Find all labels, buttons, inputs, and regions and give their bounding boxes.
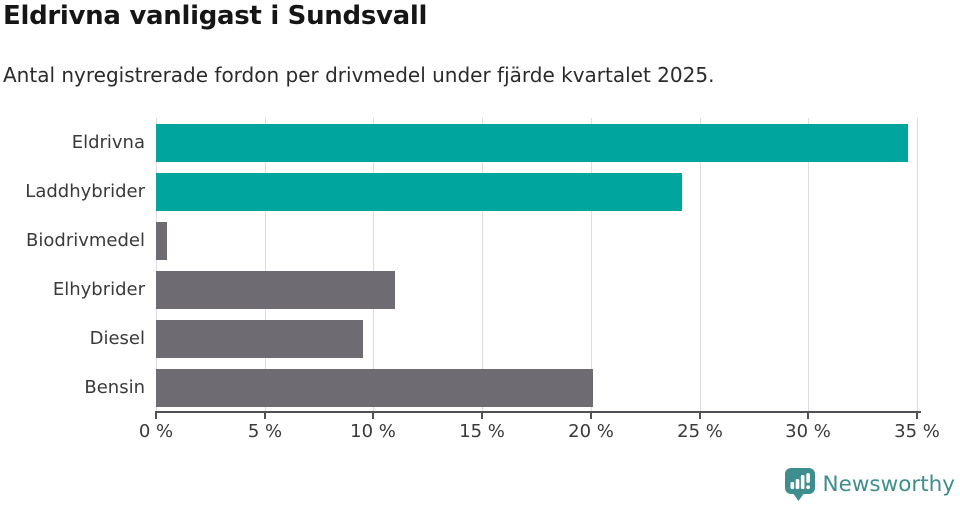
x-tick-label: 35 % <box>894 421 940 442</box>
x-tick-label: 0 % <box>138 421 174 442</box>
x-tick <box>699 413 701 419</box>
newsworthy-speech-bubble-bar-chart-icon <box>784 467 816 502</box>
x-tick-label: 15 % <box>459 421 505 442</box>
category-label: Biodrivmedel <box>26 230 145 251</box>
grid-line <box>917 118 918 412</box>
plot-area <box>156 118 918 412</box>
x-tick-label: 20 % <box>568 421 614 442</box>
grid-line <box>482 118 483 412</box>
x-tick-label: 5 % <box>247 421 283 442</box>
x-tick <box>916 413 918 419</box>
bar-row <box>156 265 917 314</box>
x-tick <box>807 413 809 419</box>
x-tick <box>372 413 374 419</box>
chart-subtitle: Antal nyregistrerade fordon per drivmede… <box>3 63 715 87</box>
x-tick <box>264 413 266 419</box>
grid-line <box>808 118 809 412</box>
bar-row <box>156 216 917 265</box>
bar-row <box>156 118 917 167</box>
category-axis: Eldrivna Laddhybrider Biodrivmedel Elhybrid… <box>0 118 145 412</box>
category-label: Eldrivna <box>71 132 145 153</box>
category-label: Laddhybrider <box>25 181 145 202</box>
x-tick-label: 10 % <box>350 421 396 442</box>
bar-laddhybrider <box>156 172 682 211</box>
bar-elhybrider <box>156 270 395 309</box>
x-tick <box>481 413 483 419</box>
x-tick <box>155 413 157 419</box>
bar-bensin <box>156 368 593 407</box>
newsworthy-logo: Newsworthy <box>784 467 955 502</box>
bar-row <box>156 363 917 412</box>
x-tick-label: 30 % <box>785 421 831 442</box>
x-tick <box>590 413 592 419</box>
category-label: Elhybrider <box>52 279 145 300</box>
category-label: Diesel <box>89 328 145 349</box>
grid-line <box>265 118 266 412</box>
x-tick-label: 25 % <box>677 421 723 442</box>
grid-line <box>373 118 374 412</box>
chart-title: Eldrivna vanligast i Sundsvall <box>3 1 428 31</box>
newsworthy-logo-text: Newsworthy <box>822 472 955 497</box>
bar-diesel <box>156 319 363 358</box>
grid-line <box>156 118 157 412</box>
x-axis-line <box>155 411 921 413</box>
grid-line <box>591 118 592 412</box>
grid-line <box>700 118 701 412</box>
bar-row <box>156 167 917 216</box>
bar-eldrivna <box>156 123 908 162</box>
bar-biodrivmedel <box>156 221 167 260</box>
bar-row <box>156 314 917 363</box>
category-label: Bensin <box>84 377 145 398</box>
